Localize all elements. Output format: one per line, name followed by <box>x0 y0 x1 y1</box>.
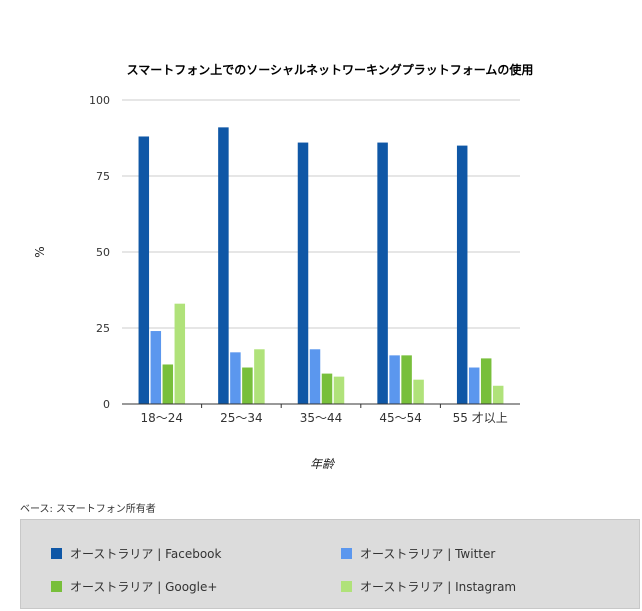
bar-twitter <box>468 367 480 404</box>
legend-item-instagram: オーストラリア | Instagram <box>341 578 516 595</box>
legend-swatch-twitter <box>341 548 352 559</box>
x-tick-label: 35〜44 <box>300 411 343 425</box>
legend-label-instagram: オーストラリア | Instagram <box>360 580 517 594</box>
base-footnote: ベース: スマートフォン所有者 <box>20 504 156 515</box>
y-tick-label: 100 <box>89 94 110 107</box>
bar-googleplus <box>242 367 253 404</box>
y-tick-label: 50 <box>96 246 110 259</box>
axes: 0 25 50 75 100 18〜24 25〜34 35〜44 45〜54 55 才以上 <box>89 94 520 425</box>
y-axis-label: % <box>33 246 47 257</box>
bar-twitter <box>230 352 241 404</box>
legend-swatch-googleplus <box>51 581 62 592</box>
bar-instagram <box>174 303 186 404</box>
bar-instagram <box>333 376 345 404</box>
chart: スマートフォン上でのソーシャルネットワーキングプラットフォームの使用 % 年齢 … <box>33 62 534 471</box>
bar-facebook <box>297 142 309 404</box>
bar-facebook <box>138 136 150 405</box>
x-tick-label: 45〜54 <box>379 411 422 425</box>
bar-twitter <box>309 349 321 404</box>
y-tick-label: 0 <box>103 398 110 411</box>
bar-facebook <box>456 145 468 404</box>
bar-twitter <box>150 331 162 404</box>
bar-instagram <box>492 385 504 404</box>
x-tick-label: 25〜34 <box>220 411 263 425</box>
bar-instagram <box>254 349 265 404</box>
y-tick-label: 25 <box>96 322 110 335</box>
bar-googleplus <box>401 355 412 404</box>
legend-swatch-instagram <box>341 581 352 592</box>
legend-label-googleplus: オーストラリア | Google+ <box>70 580 218 594</box>
chart-title: スマートフォン上でのソーシャルネットワーキングプラットフォームの使用 <box>127 62 534 77</box>
bar-instagram <box>413 379 424 404</box>
bar-googleplus <box>480 358 492 404</box>
legend: オーストラリア | Facebook オーストラリア | Twitter オース… <box>20 519 640 609</box>
bar-facebook <box>377 142 388 404</box>
legend-item-twitter: オーストラリア | Twitter <box>341 545 495 562</box>
legend-label-twitter: オーストラリア | Twitter <box>360 547 496 561</box>
x-axis-label: 年齢 <box>310 457 336 471</box>
legend-swatch-facebook <box>51 548 62 559</box>
bars <box>138 127 504 405</box>
y-tick-label: 75 <box>96 170 110 183</box>
bar-twitter <box>389 355 400 404</box>
legend-item-facebook: オーストラリア | Facebook <box>51 545 221 562</box>
bar-googleplus <box>321 373 333 404</box>
legend-label-facebook: オーストラリア | Facebook <box>70 547 222 561</box>
x-tick-label: 55 才以上 <box>453 411 508 425</box>
x-tick-label: 18〜24 <box>141 411 184 425</box>
legend-item-googleplus: オーストラリア | Google+ <box>51 578 217 595</box>
bar-facebook <box>218 127 229 405</box>
gridlines <box>122 99 520 329</box>
bar-googleplus <box>162 364 174 404</box>
